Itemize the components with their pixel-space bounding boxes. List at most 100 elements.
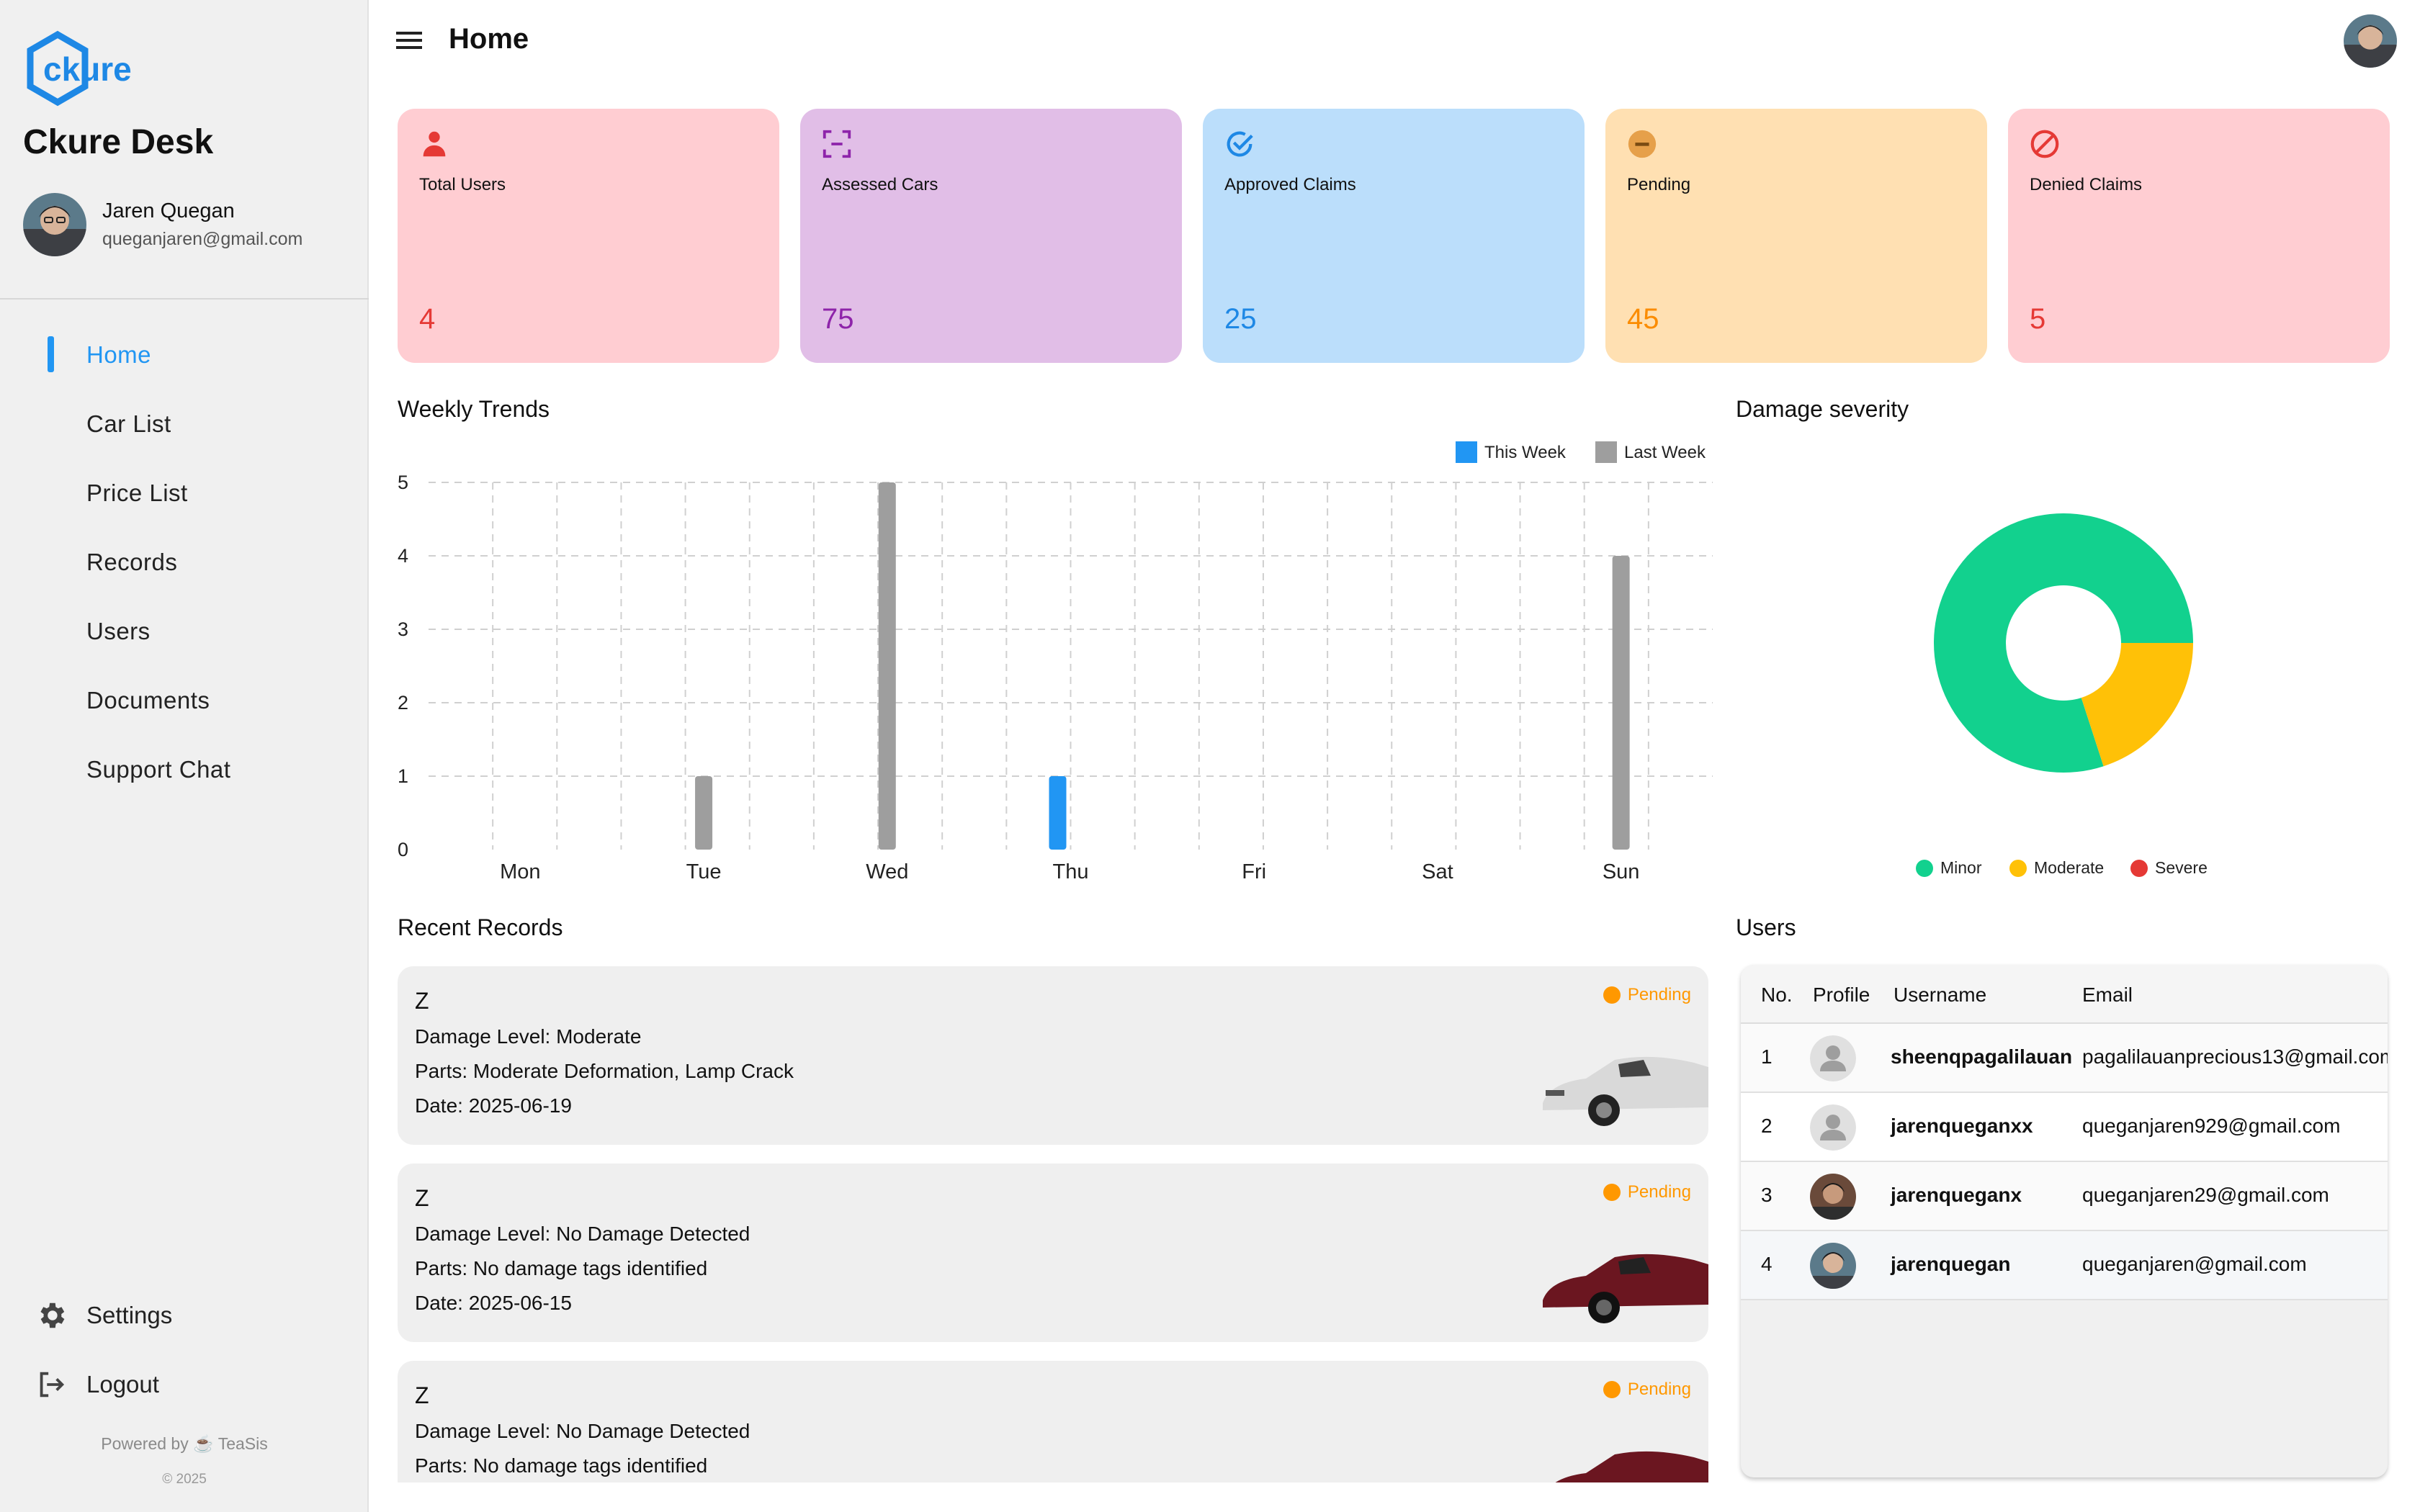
record-parts: Parts: No damage tags identified [415,1454,708,1477]
x-tick-label: Mon [500,860,540,883]
legend-moderate-label: Moderate [2034,858,2105,877]
block-icon [2030,130,2059,158]
column-no: No. [1761,984,1793,1006]
brand-name: Ckure Desk [23,123,214,161]
avatar[interactable] [2344,14,2397,68]
cell-email: queganjaren929@gmail.com [2082,1115,2341,1137]
gear-icon [40,1302,65,1328]
ckure-logo: ckure [27,30,132,107]
settings-label: Settings [86,1302,173,1328]
table-row[interactable]: 2 jarenqueganxx queganjaren929@gmail.com [1741,1093,2388,1162]
hamburger-icon[interactable] [393,26,425,55]
record-damage-level: Damage Level: No Damage Detected [415,1223,750,1245]
cell-username: jarenqueganx [1891,1184,2022,1206]
sidebar: ckure Ckure Desk Jaren Quegan queganjare… [0,0,369,1512]
table-row[interactable]: 3 jarenqueganx queganjaren29@gmail.com [1741,1162,2388,1231]
stat-value: 4 [419,303,436,335]
status-label: Pending [1627,1182,1691,1202]
record-parts: Parts: No damage tags identified [415,1257,708,1279]
stat-card-assessed-cars[interactable]: Assessed Cars 75 [800,109,1182,363]
column-username: Username [1894,984,1987,1006]
table-row[interactable]: 4 jarenquegan queganjaren@gmail.com [1741,1231,2388,1300]
x-tick-label: Sun [1603,860,1640,883]
cell-email: queganjaren29@gmail.com [2082,1184,2329,1206]
bar-last-week [1612,556,1630,850]
stat-card-pending[interactable]: Pending 45 [1605,109,1987,363]
y-tick-label: 1 [398,765,408,787]
car-image [1543,1254,1708,1323]
record-card[interactable]: Z Damage Level: No Damage Detected Parts… [398,1361,1708,1482]
sidebar-item-records[interactable]: Records [86,549,178,575]
car-image [1543,1056,1708,1126]
stat-title: Approved Claims [1224,175,1356,194]
logout-button[interactable]: Logout [35,1363,159,1406]
legend-severe: Severe [2130,858,2208,878]
column-email: Email [2082,984,2133,1006]
status-badge: Pending [1603,1380,1691,1400]
cell-no: 3 [1761,1184,1773,1206]
stat-title: Assessed Cars [822,175,938,194]
sidebar-divider [0,298,369,300]
legend-minor: Minor [1916,858,1982,878]
stat-card-denied-claims[interactable]: Denied Claims 5 [2008,109,2390,363]
x-tick-label: Tue [686,860,722,883]
bar-last-week [878,482,896,850]
moderate-dot [2009,859,2027,877]
legend-severe-label: Severe [2155,858,2208,877]
record-name: Z [415,1185,429,1211]
minus-circle-icon [1628,130,1657,158]
weekly-trends-chart: 0 1 2 3 4 5 Mon Tue Wed Thu Fri Sat Sun [398,472,1713,883]
profile-email: queganjaren@gmail.com [102,229,303,249]
record-parts: Parts: Moderate Deformation, Lamp Crack [415,1060,794,1082]
recent-records-list: Z Damage Level: Moderate Parts: Moderate… [398,966,1708,1482]
sidebar-item-car-list[interactable]: Car List [86,410,171,437]
status-badge: Pending [1603,985,1691,1005]
legend-last-week: Last Week [1624,443,1706,462]
sidebar-item-documents[interactable]: Documents [86,687,210,714]
x-tick-label: Thu [1053,860,1089,883]
users-table: No. Profile Username Email 1 sheenqpagal… [1741,965,2388,1477]
cell-username: jarenqueganxx [1891,1115,2033,1137]
severe-dot [2130,859,2148,877]
sidebar-item-support-chat[interactable]: Support Chat [86,756,231,783]
avatar [1810,1243,1856,1289]
profile-name: Jaren Quegan [102,199,235,222]
slice-moderate [2081,643,2193,767]
settings-button[interactable]: Settings [35,1294,172,1337]
powered-by: Powered by ☕ TeaSis [101,1434,268,1453]
record-card[interactable]: Z Damage Level: Moderate Parts: Moderate… [398,966,1708,1145]
column-profile: Profile [1813,984,1870,1006]
svg-text:ckure: ckure [43,50,132,88]
legend-moderate: Moderate [2009,858,2104,878]
sidebar-item-users[interactable]: Users [86,618,151,644]
cell-email: queganjaren@gmail.com [2082,1253,2307,1275]
y-tick-label: 5 [398,472,408,493]
record-damage-level: Damage Level: No Damage Detected [415,1420,750,1442]
sidebar-item-price-list[interactable]: Price List [86,480,188,506]
y-tick-label: 0 [398,839,408,860]
record-name: Z [415,1382,429,1408]
scan-icon [823,130,851,158]
default-avatar-icon [1810,1104,1856,1151]
stat-value: 75 [822,303,854,335]
stat-value: 25 [1224,303,1257,335]
stat-title: Pending [1627,175,1691,194]
stat-title: Denied Claims [2030,175,2143,194]
record-name: Z [415,988,429,1014]
user-profile[interactable]: Jaren Quegan queganjaren@gmail.com [23,193,302,256]
sidebar-item-home[interactable]: Home [0,320,369,390]
stat-card-approved-claims[interactable]: Approved Claims 25 [1203,109,1585,363]
table-header: No. Profile Username Email [1741,965,2388,1024]
cell-username: sheenqpagalilauan [1891,1045,2073,1068]
legend-last-week-swatch [1595,441,1617,463]
stat-card-total-users[interactable]: Total Users 4 [398,109,779,363]
legend-this-week-swatch [1456,441,1477,463]
avatar [23,193,86,256]
table-row[interactable]: 1 sheenqpagalilauan pagalilauanprecious1… [1741,1024,2388,1093]
stat-value: 45 [1627,303,1659,335]
record-card[interactable]: Z Damage Level: No Damage Detected Parts… [398,1164,1708,1342]
record-date: Date: 2025-06-15 [415,1292,572,1314]
status-badge: Pending [1603,1182,1691,1202]
status-label: Pending [1627,985,1691,1004]
person-icon [423,131,446,157]
